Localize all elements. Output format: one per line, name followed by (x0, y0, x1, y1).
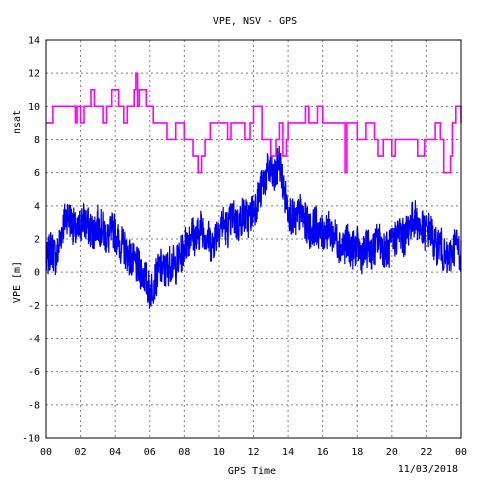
x-tick-label: 00 (40, 447, 52, 458)
x-tick-label: 12 (247, 447, 259, 458)
grid (46, 40, 461, 438)
nsat-line (46, 72, 462, 174)
y-axis-label-nsat: nsat (12, 110, 23, 134)
x-tick-label: 14 (282, 447, 294, 458)
y-tick-label: -4 (28, 334, 40, 345)
y-tick-label: -10 (22, 434, 40, 445)
y-tick-label: 10 (28, 102, 40, 113)
x-tick-label: 16 (317, 447, 329, 458)
x-tick-labels: 00 02 04 06 08 10 12 14 16 18 20 22 00 (40, 447, 467, 458)
y-tick-labels: 14 12 10 8 6 4 2 0 -2 -4 -6 -8 -10 (22, 36, 40, 445)
y-axis-label-vpe: VPE [m] (12, 261, 23, 303)
y-tick-label: 8 (34, 135, 40, 146)
y-tick-label: 2 (34, 235, 40, 246)
y-tick-label: 4 (34, 201, 40, 212)
plot-frame (45, 39, 462, 439)
y-tick-label: 6 (34, 168, 40, 179)
y-tick-label: -2 (28, 301, 40, 312)
x-tick-label: 00 (455, 447, 467, 458)
x-tick-label: 04 (109, 447, 121, 458)
series-vpe (45, 145, 462, 309)
x-axis-label: GPS Time (228, 466, 276, 477)
y-tick-label: 12 (28, 69, 40, 80)
series-nsat (46, 72, 462, 174)
x-tick-label: 08 (178, 447, 190, 458)
x-tick-label: 20 (386, 447, 398, 458)
x-tick-label: 22 (420, 447, 432, 458)
y-tick-label: 14 (28, 36, 40, 47)
y-tick-label: -8 (28, 400, 40, 411)
date-label: 11/03/2018 (398, 464, 458, 475)
y-tick-label: -6 (28, 367, 40, 378)
chart-title: VPE, NSV - GPS (213, 16, 297, 27)
y-tick-label: 0 (34, 268, 40, 279)
x-tick-label: 10 (213, 447, 225, 458)
x-tick-label: 06 (144, 447, 156, 458)
x-tick-label: 18 (351, 447, 363, 458)
x-tick-label: 02 (75, 447, 87, 458)
vpe-line (45, 145, 462, 309)
